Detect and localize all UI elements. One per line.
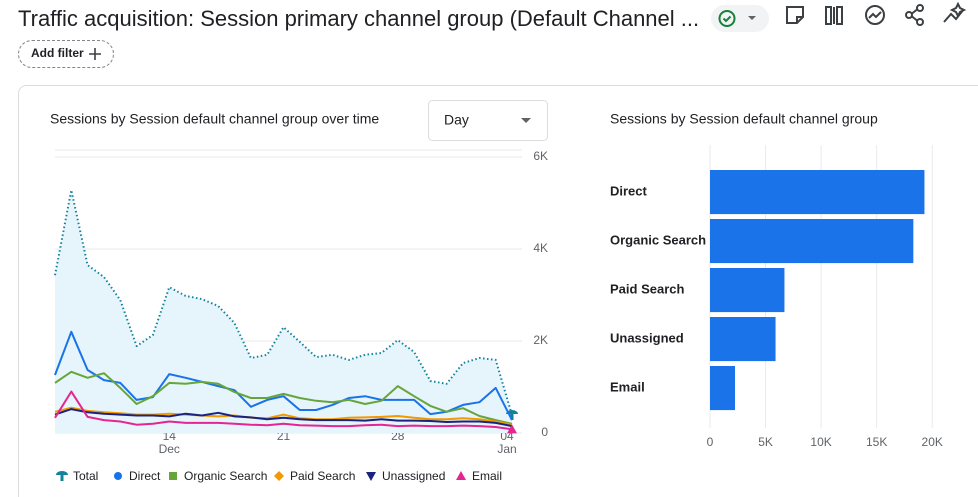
marker bbox=[114, 472, 122, 480]
insights-ring[interactable] bbox=[865, 5, 885, 25]
dropdown-value[interactable]: Day bbox=[444, 112, 469, 128]
check-icon[interactable] bbox=[718, 10, 736, 27]
legend-label: Paid Search bbox=[290, 469, 355, 483]
marker bbox=[456, 471, 466, 480]
dropdown-caret[interactable] bbox=[521, 118, 531, 123]
share-node[interactable] bbox=[916, 18, 924, 26]
dropdown-box[interactable] bbox=[428, 100, 548, 141]
period-dropdown[interactable]: Day bbox=[428, 100, 548, 141]
area bbox=[55, 190, 512, 433]
legend-label: Email bbox=[472, 469, 502, 483]
series-line bbox=[54, 370, 513, 425]
category-label: Paid Search bbox=[610, 281, 684, 296]
x-tick-label: 0 bbox=[707, 435, 714, 449]
share-node[interactable] bbox=[916, 4, 924, 12]
share-node[interactable] bbox=[905, 11, 913, 19]
share-icon[interactable] bbox=[905, 4, 924, 26]
plus-icon[interactable] bbox=[89, 48, 101, 60]
bar bbox=[710, 317, 776, 362]
marker bbox=[56, 471, 68, 481]
series-line bbox=[54, 408, 513, 428]
category-label: Organic Search bbox=[610, 232, 706, 247]
y-tick-label: 2K bbox=[533, 333, 548, 347]
explore-icon[interactable] bbox=[943, 1, 967, 23]
bar bbox=[710, 219, 914, 264]
caret[interactable] bbox=[748, 16, 756, 20]
bar bbox=[710, 170, 925, 215]
category-label: Unassigned bbox=[610, 330, 684, 345]
marker bbox=[274, 471, 284, 481]
share-links[interactable] bbox=[911, 8, 918, 22]
y-tick-label: 4K bbox=[533, 241, 548, 255]
add-filter-border[interactable] bbox=[18, 40, 114, 68]
x-tick-label: 10K bbox=[810, 435, 831, 449]
series-line bbox=[54, 406, 513, 426]
legend-label: Total bbox=[73, 469, 98, 483]
status-pill[interactable] bbox=[711, 5, 769, 32]
legend-label: Direct bbox=[129, 469, 161, 483]
check-mark[interactable] bbox=[722, 15, 732, 23]
category-label: Email bbox=[610, 379, 645, 394]
page-title: Traffic acquisition: Session primary cha… bbox=[18, 6, 699, 31]
marker bbox=[507, 424, 517, 434]
category-label: Direct bbox=[610, 183, 648, 198]
line-chart-title: Sessions by Session default channel grou… bbox=[50, 111, 379, 127]
insights-line[interactable] bbox=[868, 11, 882, 19]
x-tick-sublabel: Jan bbox=[497, 442, 516, 456]
bar-chart-title: Sessions by Session default channel grou… bbox=[610, 111, 878, 127]
bar bbox=[710, 268, 785, 313]
series-line bbox=[54, 390, 513, 431]
x-tick-label: 5K bbox=[758, 435, 773, 449]
add-filter-label[interactable]: Add filter bbox=[31, 46, 84, 60]
y-tick-label: 6K bbox=[533, 149, 548, 163]
x-tick-sublabel: Dec bbox=[159, 442, 180, 456]
compare-icon[interactable] bbox=[825, 6, 843, 25]
bar bbox=[710, 366, 735, 411]
legend-label: Organic Search bbox=[184, 469, 267, 483]
series-line bbox=[54, 330, 513, 421]
insights-icon[interactable] bbox=[865, 5, 885, 25]
x-tick-label: 20K bbox=[922, 435, 943, 449]
marker bbox=[366, 472, 376, 481]
y-tick-label: 0 bbox=[541, 425, 548, 439]
legend-label: Unassigned bbox=[382, 469, 445, 483]
add-filter[interactable]: Add filter bbox=[18, 40, 114, 68]
note-icon[interactable] bbox=[786, 6, 804, 24]
series-line bbox=[54, 189, 513, 416]
marker bbox=[169, 472, 177, 480]
x-tick-label: 15K bbox=[866, 435, 887, 449]
